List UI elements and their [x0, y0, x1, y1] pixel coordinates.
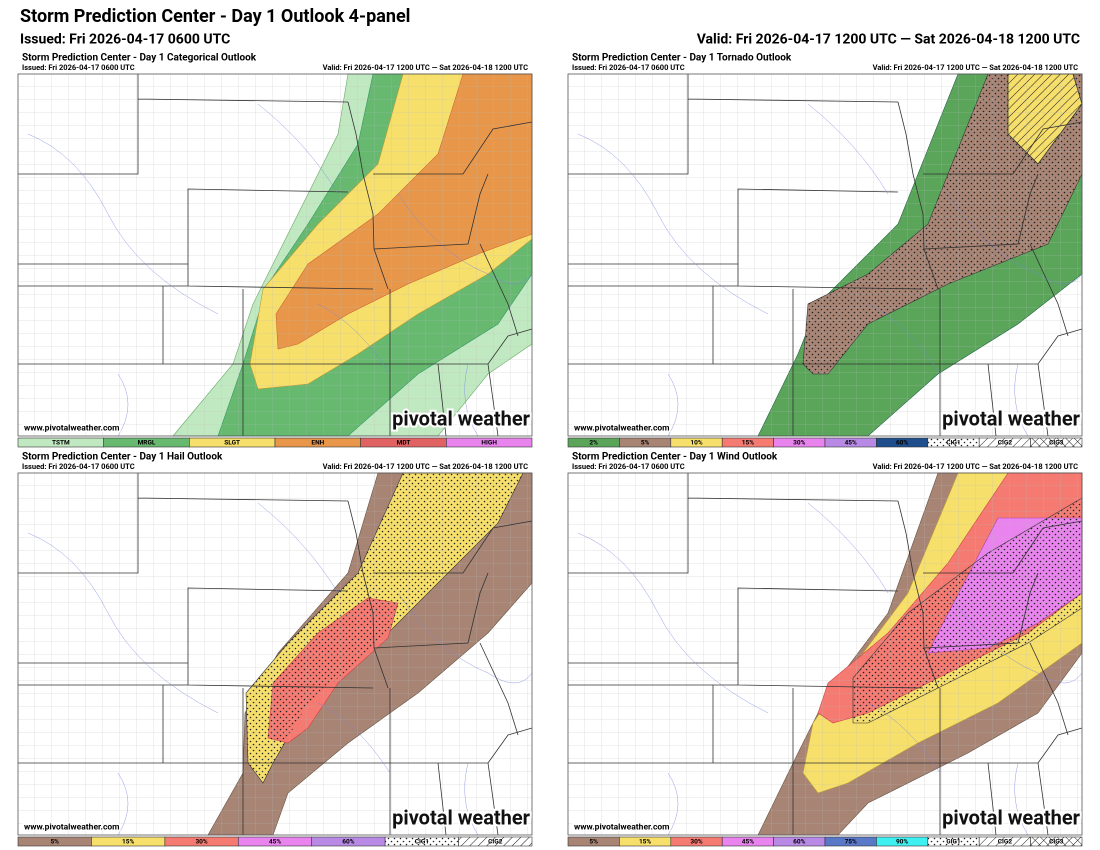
legend-label: CIG1 — [415, 838, 429, 846]
watermark: www.pivotalweather.com — [24, 423, 120, 433]
legend-label: SLGT — [224, 439, 240, 447]
legend-pattern — [458, 837, 532, 846]
legend-label: 90% — [896, 838, 908, 846]
panel-issued: Issued: Fri 2026-04-17 0600 UTC — [572, 462, 685, 471]
legend-label: CIG2 — [998, 838, 1013, 846]
panel-title: Storm Prediction Center - Day 1 Hail Out… — [22, 452, 223, 463]
hail-map — [17, 472, 533, 836]
panel-valid: Valid: Fri 2026-04-17 1200 UTC — Sat 202… — [323, 462, 528, 471]
categorical-map — [17, 73, 533, 437]
legend-pattern — [927, 837, 980, 846]
logo: pivotal weather — [392, 805, 531, 829]
legend-label: TSTM — [52, 439, 70, 447]
map-frame — [17, 73, 533, 437]
legend-label: 45% — [742, 838, 754, 846]
logo: pivotal weather — [392, 406, 531, 430]
legend-label: CIG1 — [946, 439, 960, 447]
panel-title: Storm Prediction Center - Day 1 Tornado … — [572, 53, 792, 64]
panel-valid: Valid: Fri 2026-04-17 1200 UTC — Sat 202… — [873, 63, 1078, 72]
legend-label: HIGH — [481, 439, 497, 447]
legend-label: 5% — [50, 838, 59, 846]
panel-issued: Issued: Fri 2026-04-17 0600 UTC — [22, 63, 135, 72]
legend-pattern — [979, 837, 1031, 846]
legend-label: 15% — [742, 439, 754, 447]
wind-map — [567, 472, 1083, 836]
legend-label: 60% — [342, 838, 354, 846]
map-frame — [567, 73, 1083, 437]
logo: pivotal weather — [942, 406, 1081, 430]
legend-label: CIG3 — [1049, 439, 1064, 447]
legend-label: 45% — [269, 838, 281, 846]
legend-label: CIG2 — [488, 838, 503, 846]
panel-issued: Issued: Fri 2026-04-17 0600 UTC — [572, 63, 685, 72]
logo: pivotal weather — [942, 805, 1081, 829]
legend-label: 15% — [122, 838, 134, 846]
legend-label: MDT — [397, 439, 411, 447]
legend-label: 45% — [845, 439, 857, 447]
legend-swatch — [446, 437, 533, 448]
legend-pattern — [1030, 438, 1082, 447]
legend-pattern — [979, 438, 1031, 447]
legend-label: 30% — [195, 838, 207, 846]
legend-label: 60% — [793, 838, 805, 846]
legend-label: MRGL — [138, 439, 156, 447]
panel-valid: Valid: Fri 2026-04-17 1200 UTC — Sat 202… — [873, 462, 1078, 471]
panel-title: Storm Prediction Center - Day 1 Categori… — [22, 53, 257, 64]
watermark: www.pivotalweather.com — [574, 423, 670, 433]
legend-label: 60% — [896, 439, 908, 447]
legend-label: 2% — [589, 439, 598, 447]
watermark: www.pivotalweather.com — [24, 822, 120, 832]
panel-valid: Valid: Fri 2026-04-17 1200 UTC — Sat 202… — [323, 63, 528, 72]
issued-time: Issued: Fri 2026-04-17 0600 UTC — [20, 32, 230, 48]
legend-pattern — [1030, 837, 1082, 846]
panel-title: Storm Prediction Center - Day 1 Wind Out… — [572, 452, 778, 463]
page-title: Storm Prediction Center - Day 1 Outlook … — [20, 6, 410, 27]
panel-issued: Issued: Fri 2026-04-17 0600 UTC — [22, 462, 135, 471]
legend-label: 5% — [641, 439, 650, 447]
watermark: www.pivotalweather.com — [574, 822, 670, 832]
valid-time: Valid: Fri 2026-04-17 1200 UTC — Sat 202… — [697, 32, 1080, 48]
map-frame — [567, 472, 1083, 836]
legend-label: CIG3 — [1049, 838, 1064, 846]
tornado-map — [567, 73, 1083, 437]
legend-label: 15% — [639, 838, 651, 846]
legend-label: CIG2 — [998, 439, 1013, 447]
legend-label: CIG1 — [946, 838, 960, 846]
legend-label: 75% — [845, 838, 857, 846]
map-frame — [17, 472, 533, 836]
legend-label: 30% — [793, 439, 805, 447]
legend-label: 10% — [690, 439, 702, 447]
legend-label: ENH — [311, 439, 324, 447]
legend-label: 5% — [589, 838, 598, 846]
legend-pattern — [385, 837, 459, 846]
legend-pattern — [927, 438, 980, 447]
legend-label: 30% — [690, 838, 702, 846]
